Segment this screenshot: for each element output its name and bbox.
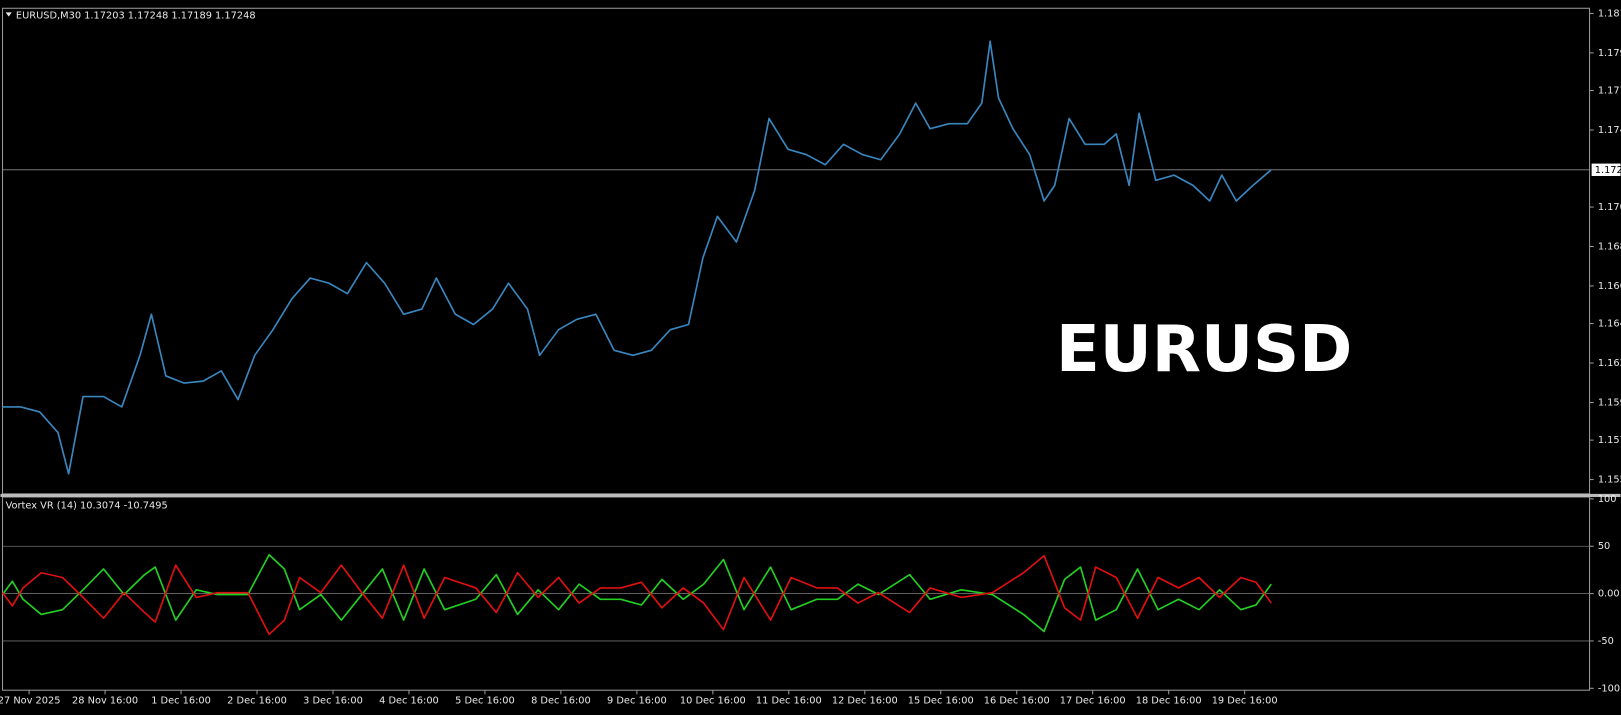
y-tick-label: 1.168 [1598,242,1621,253]
x-tick-label: 27 Nov 2025 [0,696,60,707]
series-line [2,40,1272,475]
y-tick-label: 1.174 [1598,125,1621,136]
y-tick-label: 1.170 [1598,202,1621,213]
x-tick-label: 10 Dec 16:00 [680,696,746,707]
y-tick-label: 1.181 [1598,8,1621,19]
y-tick-label: -100 [1598,683,1620,694]
x-tick-label: 19 Dec 16:00 [1212,696,1278,707]
last-price-box [1591,163,1621,176]
y-tick-label: 1.155 [1598,475,1621,486]
x-tick-label: 2 Dec 16:00 [227,696,287,707]
chart-title: EURUSD,M30 1.17203 1.17248 1.17189 1.172… [16,10,256,21]
y-tick-label: 100 [1598,494,1617,505]
last-price-label: 1.172 [1595,165,1621,176]
x-tick-label: 12 Dec 16:00 [832,696,898,707]
x-tick-label: 28 Nov 16:00 [72,696,138,707]
x-tick-label: 15 Dec 16:00 [908,696,974,707]
y-tick-label: 1.177 [1598,86,1621,97]
y-tick-label: 50 [1598,541,1610,552]
x-tick-label: 18 Dec 16:00 [1136,696,1202,707]
x-tick-label: 3 Dec 16:00 [303,696,363,707]
y-tick-label: 1.164 [1598,319,1621,330]
series-line [1,554,1272,636]
y-tick-label: 1.179 [1598,48,1621,59]
y-tick-label: 1.162 [1598,358,1621,369]
menu-arrow [5,12,12,17]
x-tick-label: 8 Dec 16:00 [531,696,591,707]
y-tick-label: 1.166 [1598,281,1621,292]
y-tick-label: 0.00 [1598,589,1620,600]
y-tick-label: -50 [1598,636,1614,647]
x-tick-label: 5 Dec 16:00 [455,696,515,707]
indicator-title: Vortex VR (14) 10.3074 -10.7495 [6,500,168,511]
symbol-annotation: EURUSD [1056,313,1352,387]
x-tick-label: 1 Dec 16:00 [151,696,211,707]
price-panel [1,7,1591,495]
x-tick-label: 17 Dec 16:00 [1060,696,1126,707]
x-tick-label: 9 Dec 16:00 [607,696,667,707]
x-tick-label: 16 Dec 16:00 [984,696,1050,707]
x-tick-label: 11 Dec 16:00 [756,696,822,707]
x-tick-label: 4 Dec 16:00 [379,696,439,707]
y-tick-label: 1.157 [1598,435,1621,446]
series-line [1,553,1272,633]
y-tick-label: 1.159 [1598,397,1621,408]
